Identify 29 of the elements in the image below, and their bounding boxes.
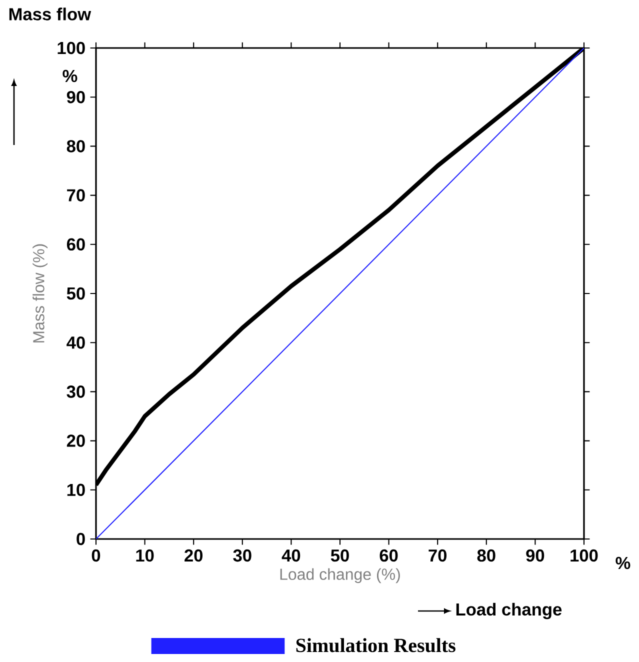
x-tick-label: 40 [282,549,300,562]
text: % [62,70,78,82]
x-tick-label: 50 [330,549,349,562]
x-tick-label: 10 [136,549,154,562]
y-tick-label: 10 [67,484,85,496]
y-tick-label: 60 [66,238,85,251]
y-tick-label: 90 [66,90,85,104]
text: Simulation Results [296,638,456,652]
y-tick-label: 50 [66,287,85,300]
x-tick-label: 80 [477,549,496,562]
x-tick-label: 100 [570,549,598,562]
y-tick-label: 100 [58,42,85,54]
x-tick-label: 20 [184,549,203,562]
x-tick-label: 60 [380,549,398,562]
y-tick-label: 30 [66,386,85,398]
text: Load change [456,602,562,620]
y-tick-label: 80 [66,140,85,152]
y-tick-label: 70 [67,189,85,202]
y-axis-title: Mass flow (%) [32,244,48,342]
text: Mass flow [9,8,92,20]
x-tick-label: 90 [526,549,544,562]
x-axis-title: Load change (%) [280,568,400,584]
x-tick-label: 0 [92,549,100,562]
x-tick-label: 70 [428,549,447,562]
text: % [616,556,630,570]
y-tick-label: 0 [76,532,85,546]
y-tick-label: 20 [66,434,85,447]
y-tick-label: 40 [66,336,85,349]
x-tick-label: 30 [233,549,252,562]
